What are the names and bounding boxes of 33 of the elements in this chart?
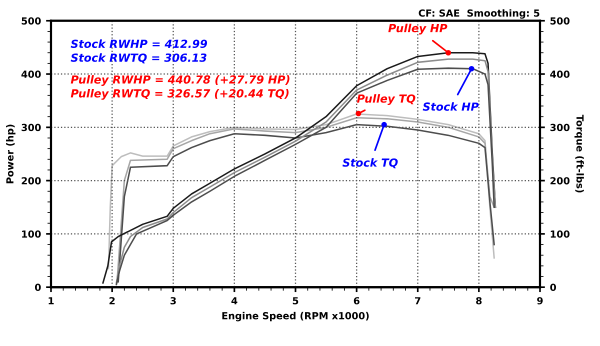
- x-tick-label: 2: [110, 297, 115, 304]
- annotation: Stock TQ: [342, 158, 398, 168]
- y-tick-label: 100: [22, 230, 41, 238]
- annotation: Pulley RWHP = 440.78 (+27.79 HP): [70, 75, 290, 86]
- annotation: Stock RWTQ = 306.13: [70, 53, 206, 64]
- y-axis-title: Power (hp): [6, 124, 16, 184]
- x-tick-label: 3: [170, 297, 176, 304]
- y-tick-label: 500: [22, 17, 41, 25]
- y2-tick-label: 400: [550, 70, 570, 78]
- x-tick-label: 4: [231, 297, 238, 304]
- y2-tick-label: 0: [550, 284, 556, 292]
- chart-title: CF: SAE Smoothing: 5: [418, 9, 540, 19]
- y-tick-label: 300: [22, 124, 41, 132]
- x-tick-label: 8: [476, 297, 482, 304]
- y2-tick-label: 300: [550, 124, 570, 132]
- annotation: Stock HP: [422, 102, 479, 111]
- y-tick-label: 0: [34, 284, 41, 292]
- y2-tick-label: 200: [550, 177, 570, 184]
- annotation: Pulley RWTQ = 326.57 (+20.44 TQ): [70, 88, 289, 100]
- x-tick-label: 1: [48, 297, 54, 304]
- y-tick-label: 400: [21, 70, 41, 78]
- annotation: Pulley TQ: [357, 94, 416, 106]
- y2-tick-label: 100: [550, 230, 570, 238]
- x-tick-label: 9: [537, 297, 543, 304]
- y2-axis-title: Torque (ft-lbs): [574, 114, 584, 192]
- x-tick-label: 7: [415, 297, 420, 304]
- x-tick-label: 5: [292, 297, 298, 304]
- x-axis-title: Engine Speed (RPM x1000): [222, 312, 369, 322]
- y-tick-label: 200: [22, 177, 41, 184]
- x-tick-label: 6: [354, 297, 360, 304]
- annotation: Pulley HP: [388, 24, 448, 35]
- annotation: Stock RWHP = 412.99: [70, 39, 208, 48]
- y2-tick-label: 500: [550, 17, 570, 25]
